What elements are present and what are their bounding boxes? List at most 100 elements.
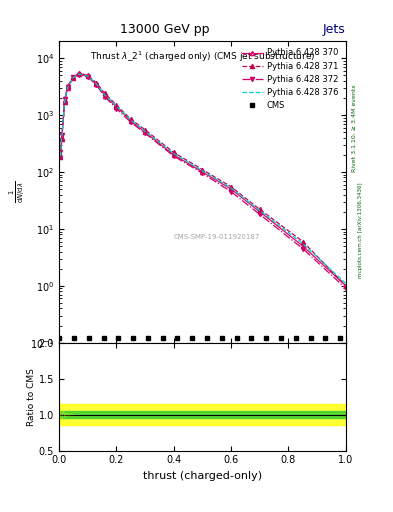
Pythia 6.428 376 xyxy=(85,73,90,79)
Pythia 6.428 372 xyxy=(59,132,64,138)
Legend: Pythia 6.428 370, Pythia 6.428 371, Pythia 6.428 372, Pythia 6.428 376, CMS: Pythia 6.428 370, Pythia 6.428 371, Pyth… xyxy=(239,45,342,114)
CMS xyxy=(264,335,268,342)
Pythia 6.428 371 xyxy=(65,83,70,90)
Text: 13000 GeV pp: 13000 GeV pp xyxy=(120,23,210,36)
Pythia 6.428 370 xyxy=(229,186,233,192)
Pythia 6.428 371 xyxy=(62,99,67,105)
Pythia 6.428 376 xyxy=(103,92,107,98)
Pythia 6.428 376 xyxy=(229,185,233,191)
Pythia 6.428 372 xyxy=(77,72,81,78)
Pythia 6.428 371 xyxy=(257,206,262,212)
Pythia 6.428 376 xyxy=(77,71,81,77)
Pythia 6.428 370 xyxy=(300,243,305,249)
Pythia 6.428 371 xyxy=(77,70,81,76)
CMS xyxy=(190,335,195,342)
Pythia 6.428 371 xyxy=(171,150,176,156)
Pythia 6.428 370 xyxy=(62,97,67,103)
Pythia 6.428 372 xyxy=(257,211,262,218)
Pythia 6.428 376 xyxy=(257,207,262,214)
Line: Pythia 6.428 370: Pythia 6.428 370 xyxy=(58,72,348,288)
Pythia 6.428 376 xyxy=(143,128,147,134)
CMS xyxy=(175,335,180,342)
Pythia 6.428 372 xyxy=(103,94,107,100)
Pythia 6.428 371 xyxy=(143,127,147,133)
Pythia 6.428 376 xyxy=(94,80,99,87)
Text: Jets: Jets xyxy=(323,23,346,36)
Pythia 6.428 370 xyxy=(65,85,70,91)
Pythia 6.428 372 xyxy=(300,246,305,252)
CMS xyxy=(279,335,283,342)
Pythia 6.428 376 xyxy=(71,75,75,81)
Pythia 6.428 372 xyxy=(200,170,205,176)
Pythia 6.428 370 xyxy=(171,152,176,158)
Pythia 6.428 372 xyxy=(62,96,67,102)
Pythia 6.428 376 xyxy=(58,153,63,159)
Text: Rivet 3.1.10, ≥ 3.4M events: Rivet 3.1.10, ≥ 3.4M events xyxy=(352,84,357,172)
Pythia 6.428 372 xyxy=(229,188,233,195)
Bar xyxy=(59,404,346,425)
Pythia 6.428 370 xyxy=(77,71,81,77)
Pythia 6.428 371 xyxy=(85,72,90,78)
Pythia 6.428 370 xyxy=(257,209,262,215)
Pythia 6.428 371 xyxy=(114,102,119,108)
Pythia 6.428 372 xyxy=(171,153,176,159)
Pythia 6.428 372 xyxy=(143,130,147,136)
CMS xyxy=(57,335,62,342)
X-axis label: thrust (charged-only): thrust (charged-only) xyxy=(143,471,262,481)
CMS xyxy=(308,335,313,342)
CMS xyxy=(72,335,76,342)
Pythia 6.428 371 xyxy=(200,166,205,173)
Pythia 6.428 372 xyxy=(343,285,348,291)
Pythia 6.428 370 xyxy=(114,103,119,110)
Pythia 6.428 376 xyxy=(300,241,305,247)
Line: Pythia 6.428 376: Pythia 6.428 376 xyxy=(61,74,346,284)
CMS xyxy=(323,335,328,342)
Pythia 6.428 370 xyxy=(143,129,147,135)
Line: Pythia 6.428 371: Pythia 6.428 371 xyxy=(58,71,348,288)
Pythia 6.428 376 xyxy=(114,103,119,109)
Text: CMS-SMP-19-011920187: CMS-SMP-19-011920187 xyxy=(174,234,260,240)
Pythia 6.428 370 xyxy=(58,152,63,158)
Pythia 6.428 371 xyxy=(343,283,348,289)
CMS xyxy=(101,335,106,342)
CMS xyxy=(131,335,136,342)
Pythia 6.428 370 xyxy=(343,283,348,289)
Pythia 6.428 372 xyxy=(58,150,63,156)
Pythia 6.428 376 xyxy=(59,134,64,140)
CMS xyxy=(116,335,121,342)
Pythia 6.428 372 xyxy=(114,105,119,112)
Y-axis label: $\frac{1}{\mathrm{d}N/\mathrm{d}\lambda}$: $\frac{1}{\mathrm{d}N/\mathrm{d}\lambda}… xyxy=(8,181,28,203)
Pythia 6.428 372 xyxy=(128,119,133,125)
Pythia 6.428 376 xyxy=(200,168,205,174)
Line: CMS: CMS xyxy=(57,336,342,340)
Pythia 6.428 372 xyxy=(94,82,99,88)
Text: Thrust $\lambda\_2^1$ (charged only) (CMS jet substructure): Thrust $\lambda\_2^1$ (charged only) (CM… xyxy=(90,50,315,65)
Pythia 6.428 371 xyxy=(300,239,305,245)
Text: mcplots.cern.ch [arXiv:1306.3436]: mcplots.cern.ch [arXiv:1306.3436] xyxy=(358,183,363,278)
Pythia 6.428 376 xyxy=(65,84,70,91)
CMS xyxy=(219,335,224,342)
Y-axis label: Ratio to CMS: Ratio to CMS xyxy=(27,368,36,425)
Pythia 6.428 371 xyxy=(58,154,63,160)
CMS xyxy=(234,335,239,342)
Pythia 6.428 370 xyxy=(71,75,75,81)
CMS xyxy=(145,335,150,342)
Pythia 6.428 370 xyxy=(103,93,107,99)
Pythia 6.428 371 xyxy=(103,90,107,96)
CMS xyxy=(338,335,342,342)
Pythia 6.428 370 xyxy=(200,169,205,175)
Pythia 6.428 371 xyxy=(229,184,233,190)
Pythia 6.428 371 xyxy=(128,116,133,122)
CMS xyxy=(86,335,91,342)
Pythia 6.428 371 xyxy=(59,136,64,142)
Pythia 6.428 376 xyxy=(343,281,348,287)
CMS xyxy=(294,335,298,342)
Pythia 6.428 371 xyxy=(71,74,75,80)
Pythia 6.428 372 xyxy=(85,74,90,80)
Pythia 6.428 371 xyxy=(94,79,99,86)
CMS xyxy=(160,335,165,342)
Pythia 6.428 376 xyxy=(62,98,67,104)
Pythia 6.428 372 xyxy=(65,84,70,90)
Pythia 6.428 370 xyxy=(85,73,90,79)
Pythia 6.428 376 xyxy=(171,151,176,157)
